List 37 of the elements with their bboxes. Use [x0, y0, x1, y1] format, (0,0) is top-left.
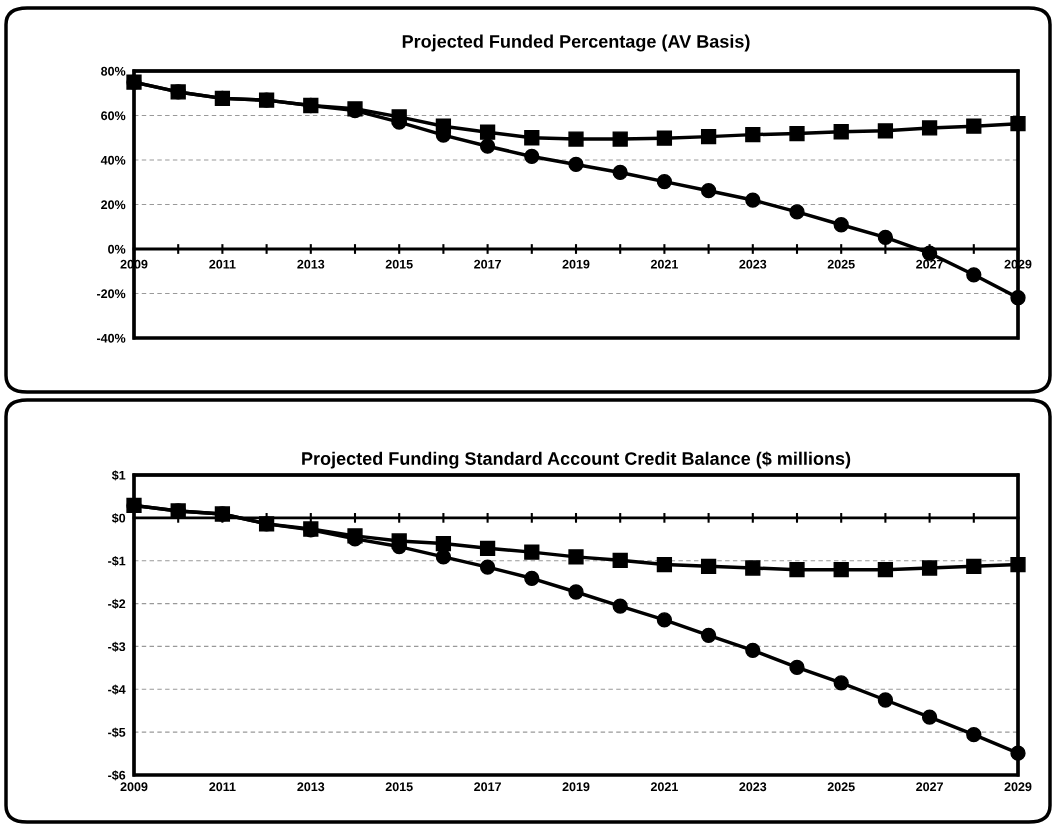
- x-tick-label: 2025: [827, 259, 855, 269]
- chart-title: Projected Funding Standard Account Credit Balance ($ millions): [302, 451, 851, 469]
- y-tick-label: $0: [111, 513, 126, 524]
- x-tick-label: 2011: [209, 782, 236, 792]
- x-tick-label: 2021: [650, 259, 678, 269]
- x-tick-label: 2027: [916, 259, 943, 269]
- x-tick-label: 2029: [1004, 782, 1032, 792]
- y-tick-label: 60%: [101, 111, 126, 121]
- x-tick-label: 2013: [297, 259, 325, 269]
- y-tick-label: -20%: [96, 289, 126, 299]
- x-tick-label: 2019: [562, 259, 590, 269]
- y-tick-label: 40%: [100, 155, 126, 165]
- x-tick-label: 2027: [916, 782, 943, 792]
- y-tick-label: -$3: [108, 641, 126, 652]
- x-tick-label: 2017: [474, 782, 501, 792]
- y-tick-label: 20%: [101, 200, 126, 210]
- y-tick-label: -40%: [96, 333, 126, 343]
- y-tick-label: -$6: [108, 770, 126, 781]
- y-tick-label: 80%: [101, 66, 126, 76]
- chart-title: Projected Funded Percentage (AV Basis): [402, 34, 750, 52]
- x-tick-label: 2015: [385, 259, 413, 269]
- y-tick-label: $1: [111, 470, 126, 481]
- x-tick-label: 2011: [209, 259, 236, 269]
- x-tick-label: 2019: [562, 782, 590, 792]
- x-tick-label: 2015: [385, 782, 413, 792]
- x-tick-label: 2009: [120, 782, 148, 792]
- x-tick-label: 2023: [739, 259, 767, 269]
- y-tick-label: -$4: [108, 684, 126, 695]
- x-tick-label: 2017: [474, 259, 501, 269]
- x-tick-label: 2025: [827, 782, 855, 792]
- y-tick-label: -$2: [108, 598, 126, 610]
- y-tick-label: -$1: [108, 555, 126, 567]
- x-tick-label: 2023: [739, 782, 767, 792]
- y-tick-label: -$5: [108, 727, 126, 738]
- x-tick-label: 2013: [297, 782, 325, 792]
- x-tick-label: 2021: [650, 782, 678, 792]
- y-tick-label: 0%: [108, 244, 126, 254]
